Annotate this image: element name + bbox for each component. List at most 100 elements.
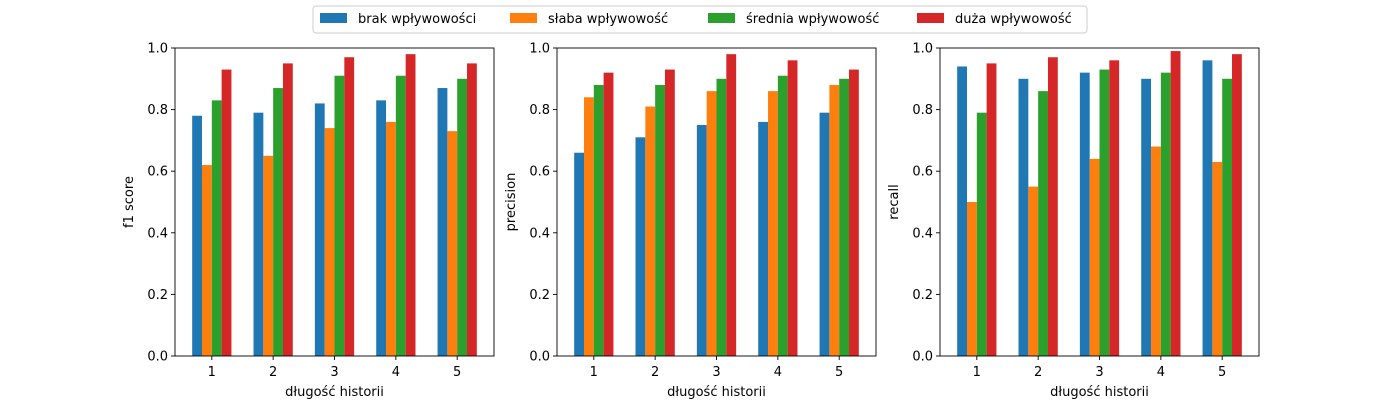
x-tick-label: 1 — [973, 365, 981, 380]
bar-recall-s3-c3 — [1099, 69, 1110, 356]
y-tick-label: 0.4 — [529, 226, 550, 241]
y-axis-label: precision — [504, 173, 519, 232]
bar-recall-s3-c5 — [1222, 78, 1233, 357]
bar-recall-s4-c4 — [1170, 51, 1181, 356]
bar-precision-s4-c2 — [664, 69, 675, 356]
y-tick-label: 1.0 — [147, 42, 168, 57]
bar-f1-score-s3-c4 — [395, 75, 406, 356]
bar-recall-s2-c4 — [1151, 146, 1161, 356]
y-tick-label: 0.6 — [529, 165, 550, 180]
bar-precision-s4-c1 — [603, 72, 614, 356]
y-tick-label: 0.0 — [912, 350, 933, 365]
legend-label-1: brak wpływowości — [358, 12, 476, 27]
legend-label-2: słaba wpływowość — [548, 12, 668, 27]
bar-recall-s2-c2 — [1028, 186, 1039, 356]
bar-recall-s4-c3 — [1109, 60, 1120, 356]
x-axis-label: długość historii — [1050, 385, 1149, 400]
bar-precision-s3-c5 — [839, 78, 850, 357]
bar-precision-s1-c3 — [696, 125, 707, 356]
x-tick-label: 2 — [269, 365, 277, 380]
y-tick-label: 0.6 — [912, 165, 933, 180]
y-tick-label: 0.8 — [912, 103, 933, 118]
legend-swatch-1 — [320, 13, 347, 23]
bar-recall-s3-c1 — [976, 112, 987, 357]
bar-precision-s2-c2 — [645, 106, 656, 357]
x-tick-label: 4 — [774, 365, 782, 380]
bar-precision-s3-c4 — [777, 75, 788, 356]
y-tick-label: 0.6 — [147, 165, 168, 180]
bar-f1-score-s1-c1 — [192, 115, 202, 356]
bar-recall-s3-c2 — [1038, 91, 1048, 357]
bar-recall-s4-c2 — [1047, 57, 1058, 357]
bar-recall-s2-c5 — [1212, 161, 1223, 356]
bar-f1-score-s1-c3 — [314, 103, 325, 356]
x-axis-label: długość historii — [285, 385, 384, 400]
bar-precision-s2-c3 — [706, 91, 717, 357]
bar-f1-score-s3-c1 — [211, 100, 222, 356]
bar-f1-score-s4-c3 — [344, 57, 355, 357]
subplot-2: 0.0 0.2 0.4 0.6 0.8 1.0 1 2 3 4 5 długość historii p… — [504, 42, 877, 400]
legend-swatch-4 — [917, 13, 944, 23]
bar-precision-s1-c4 — [758, 121, 769, 356]
x-tick-label: 5 — [453, 365, 461, 380]
bar-f1-score-s2-c1 — [201, 165, 212, 356]
bar-recall-s1-c1 — [957, 66, 967, 356]
legend-box — [312, 5, 1088, 34]
bar-f1-score-s3-c3 — [334, 75, 345, 356]
bar-precision-s4-c3 — [726, 54, 737, 356]
y-tick-label: 0.2 — [529, 288, 550, 303]
y-tick-label: 0.0 — [529, 350, 550, 365]
bar-recall-s1-c4 — [1141, 78, 1152, 357]
y-tick-label: 1.0 — [912, 42, 933, 57]
bar-precision-s4-c4 — [787, 60, 798, 356]
bar-f1-score-s2-c3 — [324, 128, 335, 356]
x-tick-label: 2 — [651, 365, 659, 380]
y-tick-label: 0.4 — [147, 226, 168, 241]
y-tick-label: 1.0 — [529, 42, 550, 57]
bar-f1-score-s1-c4 — [376, 100, 387, 356]
x-tick-label: 1 — [590, 365, 598, 380]
bar-precision-s4-c5 — [849, 69, 859, 356]
bar-precision-s1-c1 — [574, 152, 584, 356]
bar-precision-s3-c1 — [593, 84, 604, 357]
bar-recall-s4-c1 — [986, 63, 997, 357]
y-tick-label: 0.8 — [147, 103, 168, 118]
x-tick-label: 3 — [712, 365, 720, 380]
bar-precision-s2-c1 — [583, 97, 594, 356]
y-tick-label: 0.2 — [147, 288, 168, 303]
x-tick-label: 4 — [392, 365, 400, 380]
x-tick-label: 3 — [1095, 365, 1103, 380]
subplot-3: 0.0 0.2 0.4 0.6 0.8 1.0 1 2 3 4 5 długość historii r… — [887, 42, 1260, 400]
bar-f1-score-s2-c5 — [447, 131, 458, 356]
legend-swatch-2 — [510, 13, 537, 23]
bar-recall-s3-c4 — [1160, 72, 1171, 356]
y-axis-label: recall — [887, 184, 902, 219]
subplot-1: 0.0 0.2 0.4 0.6 0.8 1.0 1 2 3 4 5 długość historii f… — [122, 42, 495, 400]
bar-f1-score-s4-c2 — [282, 63, 293, 357]
y-tick-label: 0.8 — [529, 103, 550, 118]
legend-label-4: duża wpływowość — [955, 12, 1072, 27]
legend: brak wpływowości słaba wpływowość średnia … — [312, 5, 1088, 34]
bar-f1-score-s2-c4 — [386, 121, 396, 356]
bar-recall-s2-c3 — [1089, 158, 1100, 356]
bar-f1-score-s3-c5 — [457, 78, 468, 357]
bar-recall-s4-c5 — [1232, 54, 1242, 356]
bar-f1-score-s2-c2 — [263, 155, 274, 356]
bar-f1-score-s1-c5 — [437, 88, 448, 356]
bar-f1-score-s1-c2 — [253, 112, 264, 357]
y-tick-label: 0.0 — [147, 350, 168, 365]
bar-f1-score-s4-c5 — [467, 63, 477, 357]
bar-precision-s2-c5 — [829, 84, 840, 357]
x-tick-label: 1 — [208, 365, 216, 380]
bar-recall-s1-c2 — [1018, 78, 1029, 357]
y-tick-label: 0.4 — [912, 226, 933, 241]
x-tick-label: 5 — [1218, 365, 1226, 380]
x-axis-label: długość historii — [667, 385, 766, 400]
bar-precision-s3-c2 — [655, 84, 665, 357]
x-tick-label: 3 — [330, 365, 338, 380]
bar-recall-s2-c1 — [966, 202, 977, 356]
bar-f1-score-s4-c4 — [405, 54, 416, 356]
y-tick-label: 0.2 — [912, 288, 933, 303]
bar-precision-s2-c4 — [768, 91, 778, 357]
